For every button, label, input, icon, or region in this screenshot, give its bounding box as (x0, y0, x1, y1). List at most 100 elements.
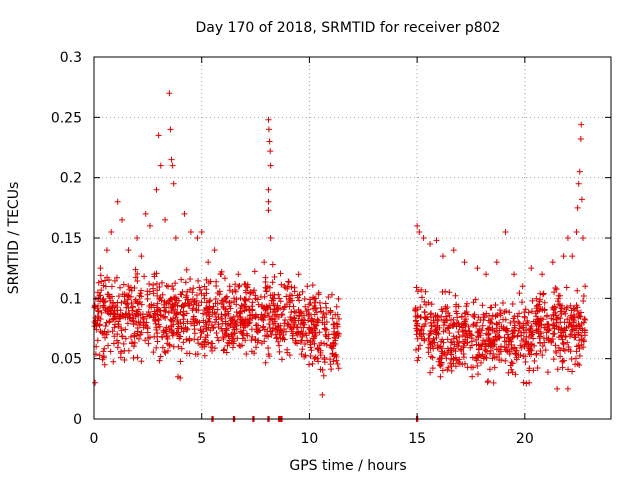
data-point (272, 313, 279, 320)
data-point (314, 319, 321, 326)
data-point (298, 337, 305, 344)
data-point (156, 296, 163, 303)
data-point (287, 299, 294, 306)
data-point (520, 324, 527, 331)
data-point (221, 311, 228, 318)
data-point (511, 318, 518, 325)
data-point (539, 352, 546, 359)
data-point (531, 358, 538, 365)
data-point (96, 298, 103, 305)
data-point (265, 198, 272, 205)
data-point (418, 327, 425, 334)
data-point (224, 321, 231, 328)
data-point (516, 310, 523, 317)
data-point (537, 329, 544, 336)
data-point (559, 358, 566, 365)
data-point (115, 293, 122, 300)
data-point (262, 359, 269, 366)
data-point (475, 346, 482, 353)
data-point (321, 340, 328, 347)
data-point (178, 276, 185, 283)
y-tick-label: 0.15 (51, 231, 82, 247)
data-point (96, 322, 103, 329)
data-point (578, 196, 585, 203)
data-point (576, 352, 583, 359)
data-point (545, 321, 552, 328)
data-point (251, 350, 258, 357)
data-point (151, 271, 158, 278)
data-point (268, 297, 275, 304)
data-point (214, 306, 221, 313)
data-point (182, 294, 189, 301)
data-point (197, 326, 204, 333)
data-point (269, 279, 276, 286)
data-point (537, 340, 544, 347)
data-point (552, 309, 559, 316)
data-point (242, 296, 249, 303)
data-point (123, 304, 130, 311)
data-point (160, 327, 167, 334)
data-point (121, 298, 128, 305)
data-point (302, 352, 309, 359)
data-point (169, 283, 176, 290)
data-point (493, 320, 500, 327)
data-point (421, 309, 428, 316)
data-point (458, 313, 465, 320)
data-point (120, 340, 127, 347)
data-point (237, 328, 244, 335)
data-point (183, 326, 190, 333)
data-point (161, 313, 168, 320)
data-point (522, 353, 529, 360)
data-point (187, 320, 194, 327)
data-point (512, 327, 518, 334)
data-point (131, 285, 138, 292)
data-point (137, 290, 144, 297)
data-point (314, 344, 321, 351)
data-point (529, 329, 536, 336)
data-point (246, 296, 253, 303)
data-point (429, 365, 436, 372)
data-point (491, 364, 498, 371)
data-point (551, 289, 558, 296)
data-point (111, 333, 118, 340)
data-point (533, 295, 540, 302)
data-point (262, 278, 269, 285)
data-point (191, 322, 198, 329)
data-point (331, 325, 338, 332)
data-point (284, 285, 291, 292)
data-point (114, 299, 121, 306)
x-tick-label: 20 (516, 431, 534, 447)
data-point (212, 313, 219, 320)
data-point (537, 290, 544, 297)
data-point (516, 290, 523, 297)
data-point (565, 366, 572, 373)
data-point (108, 228, 115, 235)
data-point (237, 343, 244, 350)
y-tick-label: 0.1 (60, 291, 82, 307)
ticks-layer (93, 56, 611, 420)
data-point (250, 289, 257, 296)
data-point (204, 305, 211, 312)
data-point (177, 309, 184, 316)
data-point (129, 307, 136, 314)
data-point (139, 311, 146, 318)
data-point (558, 311, 565, 318)
data-point (203, 311, 210, 318)
data-point (219, 315, 226, 322)
data-point (554, 366, 561, 373)
data-point (172, 306, 179, 313)
data-point (317, 304, 324, 311)
data-point (456, 339, 463, 346)
data-point (474, 319, 481, 326)
data-point (198, 228, 205, 235)
data-point (576, 361, 583, 368)
data-point (507, 362, 514, 369)
data-point (215, 321, 222, 328)
data-point (302, 303, 309, 310)
data-point (508, 341, 515, 348)
data-point (579, 235, 586, 241)
data-point (422, 288, 429, 295)
data-point (138, 358, 145, 365)
data-point (153, 344, 160, 351)
data-point (475, 328, 482, 335)
